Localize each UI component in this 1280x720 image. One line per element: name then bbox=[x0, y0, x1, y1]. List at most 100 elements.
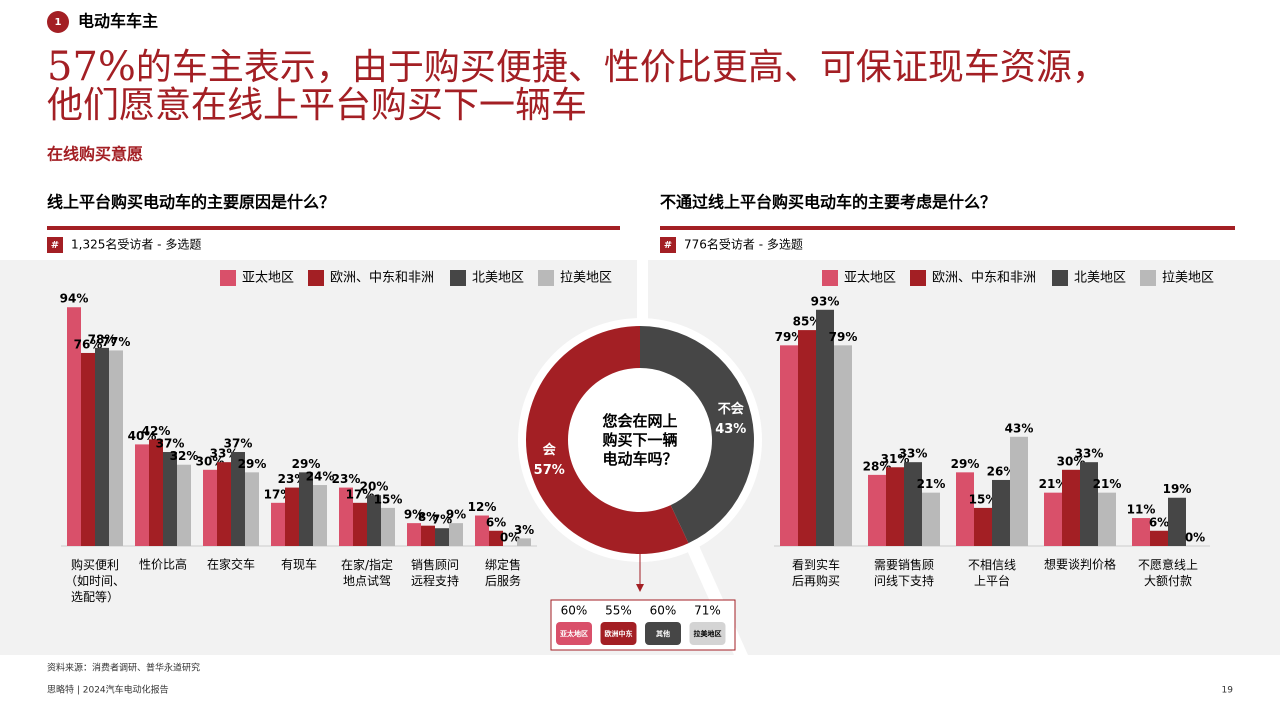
data-label: 15% bbox=[374, 492, 403, 506]
legend-swatch bbox=[1140, 270, 1156, 286]
slice-label: 不会 bbox=[718, 401, 745, 417]
bar bbox=[904, 462, 922, 546]
bar bbox=[868, 474, 886, 546]
headline-line: 的车主表示，由于购买便捷、性价比更高、可保证现车资源， bbox=[136, 47, 1108, 88]
x-tick-label: 性价比高 bbox=[139, 557, 187, 572]
bar bbox=[1098, 492, 1116, 546]
bar bbox=[285, 487, 299, 546]
data-label: 43% bbox=[1005, 421, 1034, 435]
bar bbox=[517, 538, 531, 546]
data-label: 6% bbox=[1149, 515, 1169, 529]
bar bbox=[956, 472, 974, 546]
legend-label: 北美地区 bbox=[472, 271, 524, 286]
bar bbox=[475, 515, 489, 546]
data-label: 26% bbox=[987, 464, 1016, 478]
breakdown-value: 71% bbox=[694, 604, 721, 618]
bar bbox=[407, 523, 421, 546]
bar bbox=[135, 444, 149, 546]
bar bbox=[886, 467, 904, 546]
donut-slice bbox=[526, 326, 689, 554]
bar bbox=[1010, 436, 1028, 546]
data-label: 29% bbox=[238, 457, 267, 471]
bar bbox=[231, 452, 245, 546]
breakdown-swatch bbox=[600, 622, 637, 645]
bar bbox=[299, 472, 313, 546]
breakdown-value: 60% bbox=[650, 604, 677, 618]
bar bbox=[974, 507, 992, 546]
source: 资料来源：消费者调研、普华永道研究 bbox=[47, 662, 200, 674]
data-label: 85% bbox=[793, 315, 822, 329]
chart-note: 776名受访者 - 多选题 bbox=[684, 237, 803, 252]
breakdown-label: 亚太地区 bbox=[560, 629, 588, 638]
data-label: 77% bbox=[102, 335, 131, 349]
breakdown-label: 拉美地区 bbox=[694, 629, 722, 638]
x-tick-label: 在家交车 bbox=[207, 557, 255, 572]
chart-note: 1,325名受访者 - 多选题 bbox=[71, 237, 201, 252]
data-label: 79% bbox=[829, 330, 858, 344]
bar bbox=[992, 479, 1010, 546]
slice-label: 会 bbox=[543, 442, 557, 458]
bar bbox=[163, 452, 177, 546]
footer: 思略特 | 2024汽车电动化报告 bbox=[47, 684, 169, 696]
badge-bg bbox=[660, 237, 676, 253]
legend-swatch bbox=[220, 270, 236, 286]
section-title: 电动车车主 bbox=[78, 12, 158, 31]
x-tick-label: 想要谈判价格 bbox=[1044, 557, 1116, 572]
bar bbox=[421, 525, 435, 546]
headline-stat: 57% bbox=[47, 44, 136, 90]
bar bbox=[367, 495, 381, 546]
bar bbox=[834, 345, 852, 546]
headline-line: 他们愿意在线上平台购买下一辆车 bbox=[47, 85, 587, 126]
data-label: 15% bbox=[969, 492, 998, 506]
legend-label: 欧洲、中东和非洲 bbox=[932, 271, 1036, 286]
data-label: 0% bbox=[500, 531, 520, 545]
bar bbox=[1168, 497, 1186, 546]
x-tick-label: 不相信线上平台 bbox=[968, 558, 1016, 588]
bar bbox=[1080, 462, 1098, 546]
breakdown-swatch bbox=[645, 622, 681, 645]
bar bbox=[313, 485, 327, 546]
data-label: 32% bbox=[170, 449, 199, 463]
bar bbox=[339, 487, 353, 546]
chart-title: 不通过线上平台购买电动车的主要考虑是什么？ bbox=[660, 193, 996, 212]
x-tick-label: 销售顾问远程支持 bbox=[411, 557, 459, 588]
bar bbox=[149, 439, 163, 546]
x-tick-label: 在家/指定地点试驾 bbox=[341, 557, 393, 588]
bar bbox=[245, 472, 259, 546]
bar bbox=[271, 502, 285, 546]
bar bbox=[922, 492, 940, 546]
data-label: 28% bbox=[863, 459, 892, 473]
legend-swatch bbox=[1052, 270, 1068, 286]
bar bbox=[1132, 518, 1150, 546]
data-label: 31% bbox=[881, 452, 910, 466]
x-tick-label: 绑定售后服务 bbox=[485, 557, 521, 588]
data-label: 42% bbox=[142, 424, 171, 438]
breakdown-value: 60% bbox=[561, 604, 588, 618]
bar bbox=[95, 347, 109, 546]
bar bbox=[489, 530, 503, 546]
slice-value: 43% bbox=[715, 422, 746, 437]
badge-bg bbox=[47, 237, 63, 253]
data-label: 7% bbox=[432, 513, 452, 527]
slice-value: 57% bbox=[534, 463, 565, 478]
bar bbox=[381, 507, 395, 546]
legend-swatch bbox=[910, 270, 926, 286]
bar bbox=[109, 350, 123, 546]
bar bbox=[203, 469, 217, 546]
bar bbox=[353, 502, 367, 546]
legend-label: 拉美地区 bbox=[560, 271, 612, 286]
subtitle: 在线购买意愿 bbox=[47, 145, 143, 164]
page-number: 19 bbox=[1222, 686, 1234, 696]
x-tick-label: 购买便利（如时间、选配等） bbox=[65, 557, 125, 604]
data-label: 11% bbox=[1127, 503, 1156, 517]
donut-center: 您会在网上购买下一辆电动车吗？ bbox=[601, 412, 677, 468]
bar bbox=[1150, 530, 1168, 546]
data-label: 9% bbox=[446, 508, 466, 522]
bar bbox=[435, 528, 449, 546]
data-label: 21% bbox=[1039, 477, 1068, 491]
bar bbox=[798, 330, 816, 546]
data-label: 12% bbox=[468, 500, 497, 514]
data-label: 78% bbox=[88, 332, 117, 346]
bar bbox=[67, 307, 81, 546]
